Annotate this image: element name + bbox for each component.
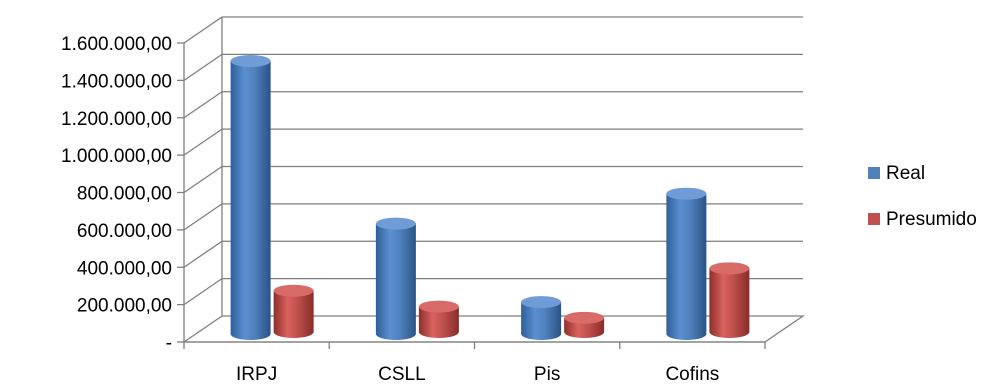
gridlines [183,16,803,306]
y-tick-label: 1.200.000,00 [61,109,172,130]
bar-presumido-csll [418,300,459,338]
bar-body [666,193,707,340]
x-tick-label: CSLL [378,364,426,385]
bar-presumido-pis [564,311,605,338]
bar-body [418,306,459,338]
bar-top [418,300,459,313]
bar-top [709,262,750,275]
legend-label: Presumido [886,209,977,230]
gridline [183,165,803,194]
x-tick-label: Cofins [665,364,719,385]
bar-top [564,311,605,324]
y-tick-label: 1.600.000,00 [61,34,172,55]
bar-body [709,268,750,338]
bar-real-irpj [230,55,271,340]
x-tick-label: IRPJ [236,364,277,385]
bar-body [273,290,314,338]
bar-body [375,223,416,340]
y-tick-label: 1.400.000,00 [61,71,172,92]
x-tick-label: Pis [534,364,560,385]
bar-body [521,302,562,340]
bars [230,55,750,340]
bar-body [230,61,271,340]
legend-swatch [868,167,880,179]
y-tick-label: 1.000.000,00 [61,146,172,167]
gridline [183,16,803,44]
bar-top [666,187,707,200]
gridline [183,53,803,81]
bar-real-csll [375,217,416,340]
y-axis: - 200.000,00 400.000,00 600.000,00 800.000,0… [61,34,185,354]
y-tick-label: 200.000,00 [77,296,172,317]
bar-top [230,55,271,68]
y-tick-label: 600.000,00 [77,221,172,242]
legend-label: Real [886,163,925,184]
y-tick-label: 400.000,00 [77,258,172,279]
bar-top [273,284,314,297]
bar-presumido-irpj [273,284,314,338]
bar-real-cofins [666,187,707,340]
bar-real-pis [521,296,562,340]
gridline [183,128,803,156]
legend-swatch [868,213,880,225]
gridline [183,203,803,231]
gridline [183,91,803,119]
gridline [183,277,803,306]
y-tick-label: - [166,333,172,354]
bar-top [375,217,416,230]
bar-top [521,296,562,309]
x-axis: IRPJ CSLL Pis Cofins [183,341,766,385]
gridline [183,240,803,268]
legend: Real Presumido [868,163,977,230]
bar-presumido-cofins [709,262,750,338]
y-tick-label: 800.000,00 [77,184,172,205]
